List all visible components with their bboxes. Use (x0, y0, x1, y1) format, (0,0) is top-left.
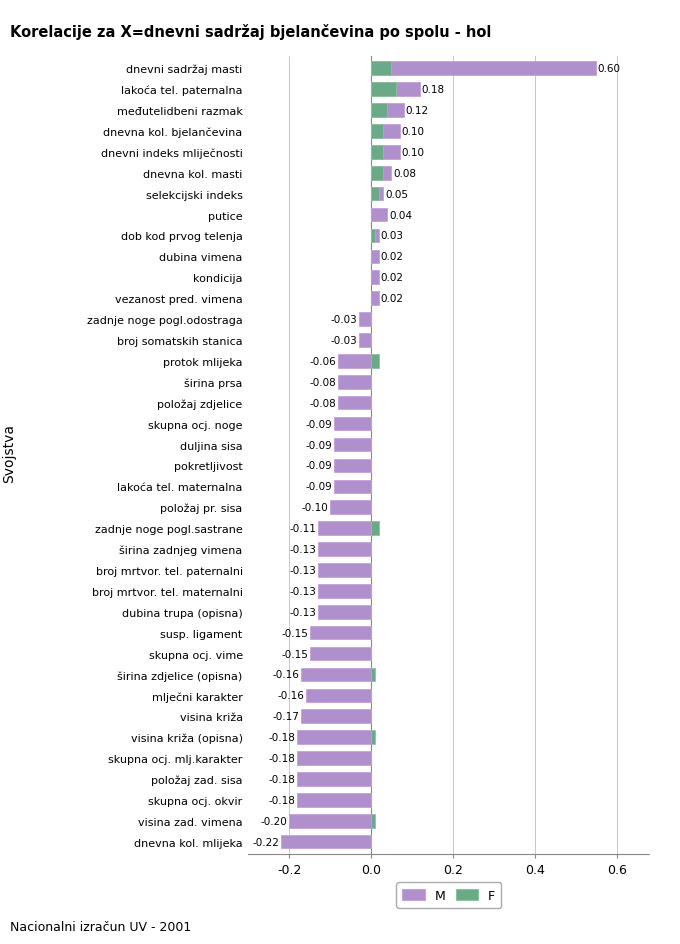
Text: Korelacije za X=dnevni sadržaj bjelančevina po spolu - hol: Korelacije za X=dnevni sadržaj bjelančev… (10, 24, 492, 40)
Text: -0.18: -0.18 (269, 795, 296, 805)
Text: Nacionalni izračun UV - 2001: Nacionalni izračun UV - 2001 (10, 919, 192, 933)
Bar (371, 146, 400, 160)
Bar (301, 710, 371, 723)
Bar (334, 417, 371, 431)
Bar (318, 564, 371, 577)
Bar (338, 376, 371, 389)
Text: -0.09: -0.09 (306, 481, 333, 492)
Bar (330, 501, 371, 514)
Bar (371, 522, 379, 535)
Bar (371, 146, 384, 160)
Bar (281, 835, 371, 849)
Bar (371, 125, 384, 139)
Bar (297, 772, 371, 786)
Text: -0.10: -0.10 (302, 503, 328, 513)
Bar (309, 647, 371, 661)
Text: -0.22: -0.22 (252, 836, 279, 847)
Bar (371, 104, 388, 118)
Text: 0.05: 0.05 (385, 190, 408, 199)
Bar (359, 334, 371, 347)
Bar (371, 292, 379, 306)
Bar (371, 104, 404, 118)
Bar (371, 83, 420, 97)
Text: -0.08: -0.08 (310, 378, 337, 387)
Text: -0.16: -0.16 (273, 669, 300, 680)
Text: 0.10: 0.10 (401, 126, 424, 137)
Text: -0.13: -0.13 (289, 607, 316, 617)
Bar (371, 229, 379, 243)
Text: Svojstva: Svojstva (2, 424, 16, 482)
Bar (338, 396, 371, 410)
Bar (318, 522, 371, 535)
Text: 0.04: 0.04 (389, 211, 412, 220)
Bar (371, 250, 379, 264)
Bar (371, 229, 375, 243)
X-axis label: Kor.koeficient: Kor.koeficient (402, 885, 496, 899)
Text: -0.18: -0.18 (269, 774, 296, 784)
Legend: M, F: M, F (396, 883, 501, 908)
Text: -0.13: -0.13 (289, 565, 316, 575)
Text: 0.60: 0.60 (598, 64, 621, 75)
Bar (371, 62, 596, 76)
Text: -0.09: -0.09 (306, 461, 333, 471)
Bar (371, 83, 396, 97)
Bar (371, 167, 392, 180)
Text: 0.10: 0.10 (401, 147, 424, 158)
Text: -0.06: -0.06 (310, 357, 337, 366)
Bar (318, 584, 371, 598)
Text: -0.16: -0.16 (277, 691, 304, 700)
Bar (338, 355, 371, 368)
Bar (301, 668, 371, 682)
Text: -0.18: -0.18 (269, 733, 296, 742)
Text: -0.20: -0.20 (260, 816, 288, 826)
Bar (371, 188, 379, 201)
Bar (318, 605, 371, 619)
Text: -0.13: -0.13 (289, 545, 316, 554)
Bar (334, 459, 371, 473)
Bar (371, 188, 384, 201)
Bar (318, 543, 371, 556)
Bar (297, 793, 371, 807)
Bar (334, 438, 371, 452)
Bar (371, 668, 375, 682)
Bar (297, 731, 371, 744)
Bar (309, 626, 371, 640)
Bar (289, 814, 371, 828)
Text: -0.17: -0.17 (273, 712, 300, 721)
Text: -0.15: -0.15 (281, 649, 308, 659)
Text: 0.18: 0.18 (422, 85, 445, 95)
Bar (297, 751, 371, 765)
Bar (305, 689, 371, 702)
Text: -0.03: -0.03 (330, 336, 357, 346)
Text: -0.18: -0.18 (269, 753, 296, 764)
Bar (371, 814, 375, 828)
Bar (371, 125, 400, 139)
Bar (334, 480, 371, 494)
Text: -0.03: -0.03 (330, 314, 357, 325)
Text: 0.02: 0.02 (381, 273, 404, 283)
Text: 0.02: 0.02 (381, 294, 404, 304)
Bar (371, 167, 384, 180)
Text: -0.09: -0.09 (306, 419, 333, 430)
Bar (359, 313, 371, 327)
Bar (371, 731, 375, 744)
Text: 0.08: 0.08 (393, 169, 416, 178)
Text: -0.08: -0.08 (310, 398, 337, 408)
Text: -0.11: -0.11 (289, 524, 316, 533)
Bar (371, 62, 392, 76)
Bar (371, 209, 388, 222)
Text: -0.13: -0.13 (289, 586, 316, 597)
Text: 0.12: 0.12 (405, 106, 428, 116)
Bar (371, 271, 379, 285)
Text: 0.03: 0.03 (381, 231, 404, 242)
Text: -0.09: -0.09 (306, 440, 333, 450)
Bar (371, 355, 379, 368)
Text: -0.15: -0.15 (281, 628, 308, 638)
Text: 0.02: 0.02 (381, 252, 404, 262)
